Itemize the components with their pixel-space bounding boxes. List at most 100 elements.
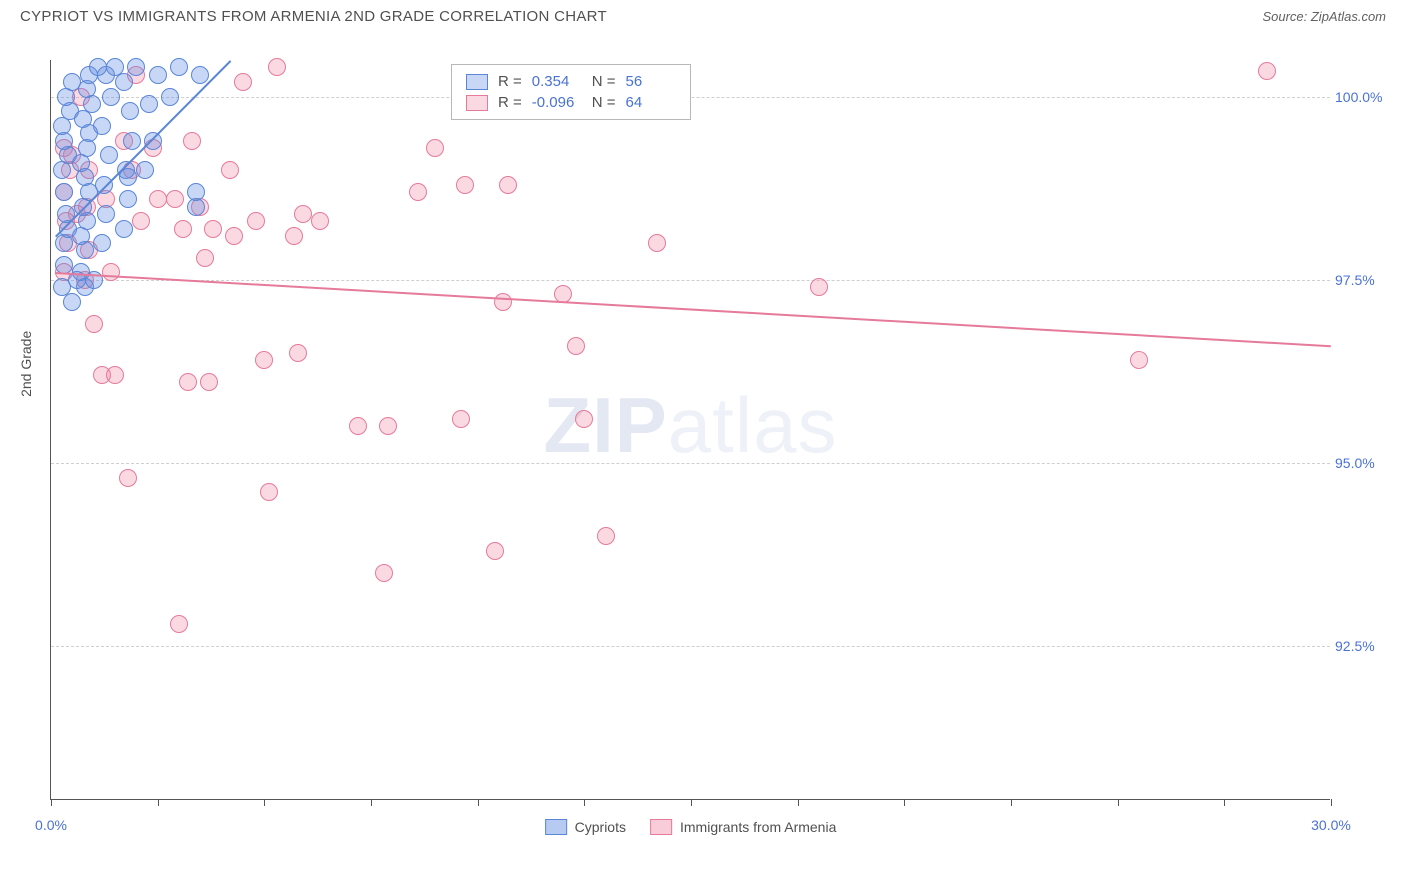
x-tick [264, 799, 265, 806]
stats-row: R =0.354N =56 [466, 71, 676, 92]
data-point [260, 483, 278, 501]
data-point [221, 161, 239, 179]
data-point [179, 373, 197, 391]
data-point [89, 58, 107, 76]
title-bar: CYPRIOT VS IMMIGRANTS FROM ARMENIA 2ND G… [0, 0, 1406, 25]
data-point [200, 373, 218, 391]
data-point [144, 132, 162, 150]
data-point [311, 212, 329, 230]
gridline-h [51, 463, 1330, 464]
data-point [106, 366, 124, 384]
n-label: N = [592, 73, 616, 90]
data-point [1258, 62, 1276, 80]
series-legend: Cypriots Immigrants from Armenia [545, 819, 837, 835]
data-point [63, 293, 81, 311]
data-point [136, 161, 154, 179]
y-tick-label: 95.0% [1335, 455, 1395, 471]
data-point [375, 564, 393, 582]
x-tick [51, 799, 52, 806]
data-point [97, 205, 115, 223]
r-label: R = [498, 94, 522, 111]
x-tick-label: 0.0% [35, 817, 67, 833]
data-point [187, 183, 205, 201]
data-point [183, 132, 201, 150]
x-tick [691, 799, 692, 806]
legend-swatch [545, 819, 567, 835]
data-point [102, 88, 120, 106]
data-point [100, 146, 118, 164]
data-point [486, 542, 504, 560]
y-tick-label: 92.5% [1335, 638, 1395, 654]
data-point [93, 234, 111, 252]
data-point [494, 293, 512, 311]
n-value: 56 [626, 73, 676, 90]
x-tick [1331, 799, 1332, 806]
chart-title: CYPRIOT VS IMMIGRANTS FROM ARMENIA 2ND G… [20, 8, 607, 25]
n-label: N = [592, 94, 616, 111]
x-tick [584, 799, 585, 806]
legend-label: Cypriots [575, 819, 626, 835]
data-point [234, 73, 252, 91]
data-point [55, 183, 73, 201]
x-tick [798, 799, 799, 806]
data-point [127, 58, 145, 76]
x-tick [478, 799, 479, 806]
data-point [166, 190, 184, 208]
data-point [119, 469, 137, 487]
legend-swatch [466, 74, 488, 90]
data-point [289, 344, 307, 362]
data-point [170, 615, 188, 633]
y-tick-label: 100.0% [1335, 89, 1395, 105]
x-tick [904, 799, 905, 806]
data-point [196, 249, 214, 267]
data-point [409, 183, 427, 201]
data-point [115, 220, 133, 238]
r-label: R = [498, 73, 522, 90]
y-tick-label: 97.5% [1335, 272, 1395, 288]
data-point [567, 337, 585, 355]
data-point [268, 58, 286, 76]
data-point [85, 315, 103, 333]
x-tick [371, 799, 372, 806]
data-point [93, 117, 111, 135]
gridline-h [51, 280, 1330, 281]
data-point [140, 95, 158, 113]
legend-item: Cypriots [545, 819, 626, 835]
legend-item: Immigrants from Armenia [650, 819, 836, 835]
data-point [204, 220, 222, 238]
source-attribution: Source: ZipAtlas.com [1262, 9, 1386, 24]
data-point [426, 139, 444, 157]
data-point [575, 410, 593, 428]
gridline-h [51, 646, 1330, 647]
data-point [247, 212, 265, 230]
data-point [1130, 351, 1148, 369]
data-point [225, 227, 243, 245]
data-point [499, 176, 517, 194]
x-tick-label: 30.0% [1311, 817, 1351, 833]
n-value: 64 [626, 94, 676, 111]
legend-label: Immigrants from Armenia [680, 819, 836, 835]
r-value: -0.096 [532, 94, 582, 111]
data-point [119, 190, 137, 208]
data-point [648, 234, 666, 252]
data-point [452, 410, 470, 428]
data-point [106, 58, 124, 76]
data-point [379, 417, 397, 435]
legend-swatch [466, 95, 488, 111]
data-point [123, 132, 141, 150]
data-point [121, 102, 139, 120]
correlation-stats-box: R =0.354N =56R =-0.096N =64 [451, 64, 691, 120]
x-tick [158, 799, 159, 806]
legend-swatch [650, 819, 672, 835]
data-point [285, 227, 303, 245]
x-tick [1011, 799, 1012, 806]
data-point [161, 88, 179, 106]
data-point [170, 58, 188, 76]
data-point [149, 66, 167, 84]
data-point [294, 205, 312, 223]
scatter-plot-area: ZIPatlas CypriotsImmigrants from Armenia… [50, 60, 1330, 800]
data-point [174, 220, 192, 238]
x-tick [1118, 799, 1119, 806]
x-tick [1224, 799, 1225, 806]
data-point [132, 212, 150, 230]
